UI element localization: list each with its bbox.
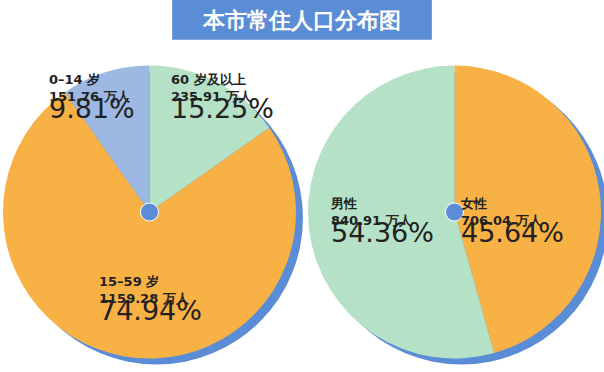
svg-text:60 岁及以上235.91 万人15.25%: 60 岁及以上235.91 万人15.25% <box>171 72 274 124</box>
svg-text:0–14 岁151.76 万人9.81%: 0–14 岁151.76 万人9.81% <box>49 72 135 124</box>
svg-text:女性706.04 万人45.64%: 女性706.04 万人45.64% <box>460 196 564 248</box>
svg-text:15–59 岁1159.28 万人74.94%: 15–59 岁1159.28 万人74.94% <box>99 274 202 326</box>
svg-text:本市常住人口分布图: 本市常住人口分布图 <box>202 8 401 33</box>
svg-text:男性840.91 万人54.36%: 男性840.91 万人54.36% <box>330 196 434 248</box>
